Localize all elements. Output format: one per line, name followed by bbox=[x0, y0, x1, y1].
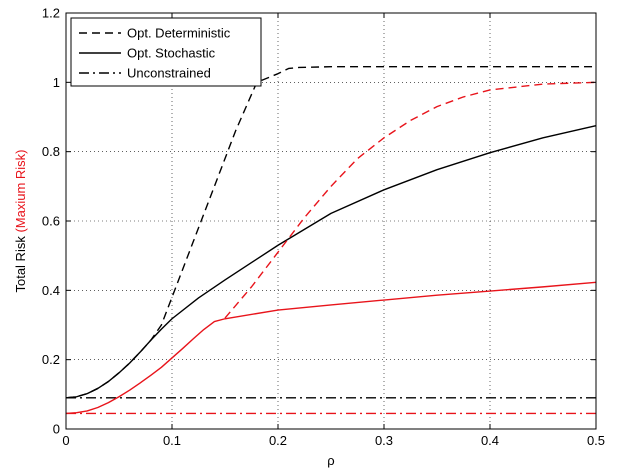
axis-ticks: 0 0.1 0.2 0.3 0.4 0.5 0 0.2 0.4 0.6 0.8 1 1.2 bbox=[42, 6, 605, 449]
y-tick-label: 0.2 bbox=[42, 352, 60, 367]
x-tick-label: 0.5 bbox=[587, 433, 605, 448]
y-tick-label: 0.8 bbox=[42, 144, 60, 159]
y-axis-label: Total Risk (Maxium Risk) bbox=[13, 149, 28, 292]
x-tick-label: 0 bbox=[62, 433, 69, 448]
x-axis-label: ρ bbox=[327, 453, 334, 468]
legend-label: Opt. Deterministic bbox=[127, 26, 231, 41]
y-tick-label: 1 bbox=[53, 75, 60, 90]
legend: Opt. Deterministic Opt. Stochastic Unconst… bbox=[70, 17, 262, 87]
legend-label: Unconstrained bbox=[127, 66, 211, 81]
series-group bbox=[65, 66, 597, 415]
y-tick-label: 1.2 bbox=[42, 6, 60, 21]
x-tick-label: 0.3 bbox=[375, 433, 393, 448]
legend-label: Opt. Stochastic bbox=[127, 46, 216, 61]
x-tick-label: 0.2 bbox=[269, 433, 287, 448]
series-total-stochastic bbox=[65, 124, 597, 399]
series-max-deterministic bbox=[224, 81, 597, 319]
x-tick-label: 0.1 bbox=[163, 433, 181, 448]
y-tick-label: 0.4 bbox=[42, 283, 60, 298]
y-axis-label-part-0: Total Risk bbox=[13, 233, 28, 293]
y-axis-label-part-1: (Maxium Risk) bbox=[13, 149, 28, 232]
y-tick-label: 0.6 bbox=[42, 214, 60, 229]
legend-box bbox=[70, 17, 262, 87]
grid bbox=[66, 13, 596, 429]
series-max-stochastic bbox=[65, 281, 597, 415]
x-tick-label: 0.4 bbox=[481, 433, 499, 448]
y-tick-label: 0 bbox=[53, 422, 60, 437]
